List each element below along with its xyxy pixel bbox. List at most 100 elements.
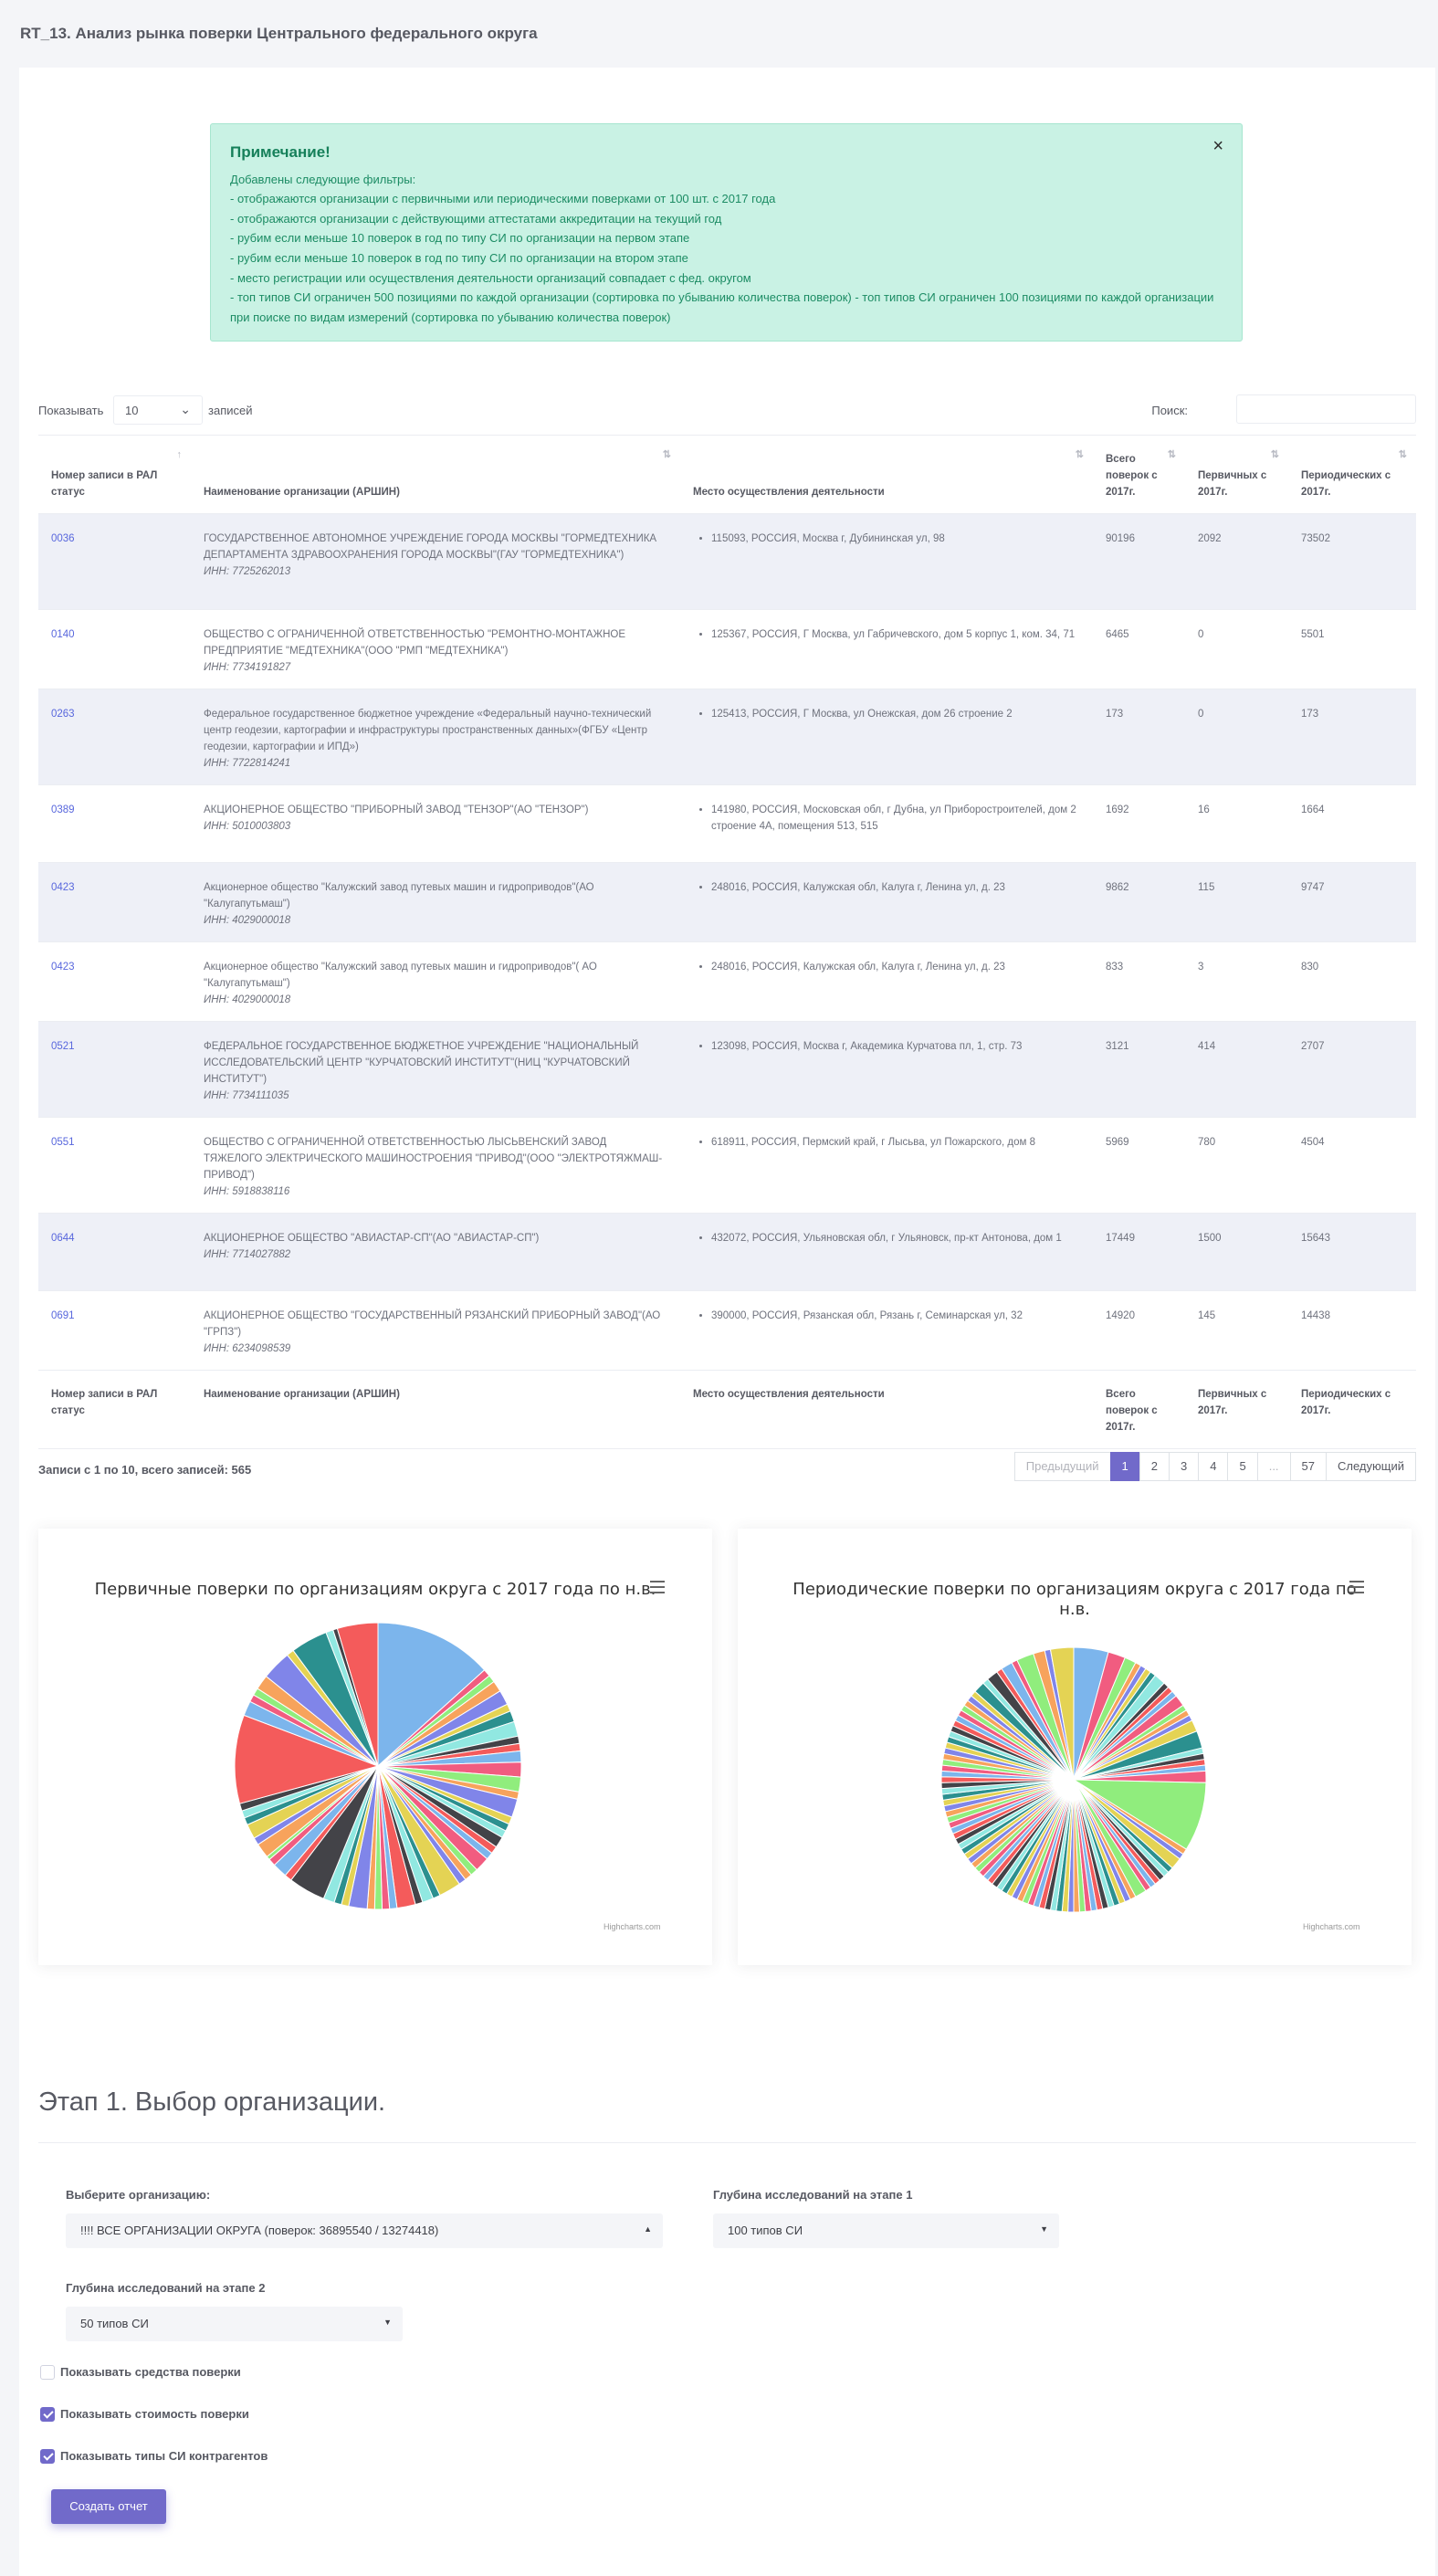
column-footer: Периодических с 2017г. [1288, 1370, 1416, 1449]
record-id-link[interactable]: 0551 [51, 1137, 75, 1148]
record-id-link[interactable]: 0036 [51, 533, 75, 544]
record-id-link[interactable]: 0691 [51, 1310, 75, 1321]
org-inn: ИНН: 7734111035 [204, 1090, 289, 1101]
chart-credits[interactable]: Highcharts.com [604, 1922, 661, 1931]
page-length-select[interactable]: 10 ⌄ [113, 395, 203, 425]
column-header[interactable]: Номер записи в РАЛ статус ↑ [38, 435, 191, 514]
checkbox-show-tools[interactable]: Показывать средства поверки [40, 2364, 241, 2381]
table-row: 0551 ОБЩЕСТВО С ОГРАНИЧЕННОЙ ОТВЕТСТВЕННО… [38, 1117, 1416, 1214]
column-header[interactable]: Место осуществления деятельности ⇅ [680, 435, 1093, 514]
periodic-cell: 9747 [1288, 862, 1416, 942]
place-item: 432072, РОССИЯ, Ульяновская обл, г Ульян… [711, 1230, 1080, 1246]
primary-cell: 0 [1185, 609, 1288, 689]
alert-line: - отображаются организации с действующим… [230, 211, 722, 226]
periodic-cell: 173 [1288, 689, 1416, 785]
depth2-select[interactable]: 50 типов СИ ▼ [66, 2307, 403, 2341]
record-id-link[interactable]: 0644 [51, 1233, 75, 1244]
organization-select[interactable]: !!!! ВСЕ ОРГАНИЗАЦИИ ОКРУГА (поверок: 36… [66, 2213, 663, 2248]
checkbox-show-contractor-types[interactable]: Показывать типы СИ контрагентов [40, 2448, 268, 2465]
place-cell: 125367, РОССИЯ, Г Москва, ул Габричевско… [680, 609, 1093, 689]
place-item: 115093, РОССИЯ, Москва г, Дубининская ул… [711, 531, 1080, 547]
sort-icon: ⇅ [1398, 449, 1407, 460]
place-item: 618911, РОССИЯ, Пермский край, г Лысьва,… [711, 1134, 1080, 1151]
org-name: ОБЩЕСТВО С ОГРАНИЧЕННОЙ ОТВЕТСТВЕННОСТЬЮ… [204, 629, 626, 657]
column-footer: Первичных с 2017г. [1185, 1370, 1288, 1449]
column-header[interactable]: Наименование организации (АРШИН) ⇅ [191, 435, 680, 514]
periodic-cell: 1664 [1288, 784, 1416, 863]
record-id-link[interactable]: 0140 [51, 629, 75, 640]
pie-svg [940, 1646, 1207, 1913]
table-row: 0036 ГОСУДАРСТВЕННОЕ АВТОНОМНОЕ УЧРЕЖДЕНИ… [38, 513, 1416, 610]
org-name-cell: АКЦИОНЕРНОЕ ОБЩЕСТВО "АВИАСТАР-СП"(АО "А… [191, 1213, 680, 1291]
pagination-page[interactable]: 2 [1139, 1452, 1170, 1481]
column-header[interactable]: Периодических с 2017г. ⇅ [1288, 435, 1416, 514]
chart-title: Периодические поверки по организациям ок… [792, 1580, 1357, 1619]
column-footer: Место осуществления деятельности [680, 1370, 1093, 1449]
pagination-next[interactable]: Следующий [1326, 1452, 1416, 1481]
table-info: Записи с 1 по 10, всего записей: 565 [38, 1463, 252, 1477]
org-name-cell: ОБЩЕСТВО С ОГРАНИЧЕННОЙ ОТВЕТСТВЕННОСТЬЮ… [191, 609, 680, 689]
sort-icon: ↑ [176, 449, 183, 460]
pagination-page[interactable]: 4 [1198, 1452, 1229, 1481]
record-id-cell: 0521 [38, 1021, 191, 1118]
checkbox-box[interactable] [40, 2364, 55, 2380]
menu-icon[interactable] [1349, 1581, 1364, 1593]
table-header-row: Номер записи в РАЛ статус ↑ Наименование … [38, 435, 1416, 514]
pie-slice[interactable] [336, 1622, 379, 1767]
checkbox-box[interactable] [40, 2406, 55, 2422]
pie-slice[interactable] [1049, 1646, 1075, 1781]
pie-slice[interactable] [377, 1622, 486, 1768]
total-cell: 3121 [1093, 1021, 1185, 1118]
note-alert: × Примечание! Добавлены следующие фильтр… [210, 123, 1243, 342]
org-name-cell: ГОСУДАРСТВЕННОЕ АВТОНОМНОЕ УЧРЕЖДЕНИЕ ГО… [191, 513, 680, 610]
pagination-page[interactable]: 5 [1227, 1452, 1258, 1481]
pagination-page[interactable]: 3 [1169, 1452, 1200, 1481]
place-item: 125413, РОССИЯ, Г Москва, ул Онежская, д… [711, 706, 1080, 722]
column-header[interactable]: Всего поверок с 2017г. ⇅ [1093, 435, 1185, 514]
alert-line: - отображаются организации с первичными … [230, 192, 776, 206]
record-id-link[interactable]: 0423 [51, 882, 75, 893]
pagination-page[interactable]: 1 [1109, 1452, 1140, 1481]
table-row: 0140 ОБЩЕСТВО С ОГРАНИЧЕННОЙ ОТВЕТСТВЕННО… [38, 609, 1416, 689]
column-footer: Всего поверок с 2017г. [1093, 1370, 1185, 1449]
place-cell: 390000, РОССИЯ, Рязанская обл, Рязань г,… [680, 1290, 1093, 1371]
organization-select-value: !!!! ВСЕ ОРГАНИЗАЦИИ ОКРУГА (поверок: 36… [80, 2224, 439, 2237]
record-id-link[interactable]: 0521 [51, 1041, 75, 1052]
record-id-link[interactable]: 0263 [51, 709, 75, 720]
table-footer: Записи с 1 по 10, всего записей: 565 Пре… [38, 1452, 1416, 1483]
primary-cell: 16 [1185, 784, 1288, 863]
place-cell: 123098, РОССИЯ, Москва г, Академика Курч… [680, 1021, 1093, 1118]
org-name: Федеральное государственное бюджетное уч… [204, 709, 652, 752]
table-row: 0389 АКЦИОНЕРНОЕ ОБЩЕСТВО "ПРИБОРНЫЙ ЗАВО… [38, 784, 1416, 863]
periodic-cell: 4504 [1288, 1117, 1416, 1214]
org-inn: ИНН: 7734191827 [204, 662, 291, 673]
org-inn: ИНН: 6234098539 [204, 1343, 291, 1354]
record-id-link[interactable]: 0389 [51, 804, 75, 815]
menu-icon[interactable] [650, 1581, 665, 1593]
place-item: 125367, РОССИЯ, Г Москва, ул Габричевско… [711, 626, 1080, 643]
periodic-cell: 830 [1288, 941, 1416, 1022]
org-name: ГОСУДАРСТВЕННОЕ АВТОНОМНОЕ УЧРЕЖДЕНИЕ ГО… [204, 533, 657, 561]
org-name: ФЕДЕРАЛЬНОЕ ГОСУДАРСТВЕННОЕ БЮДЖЕТНОЕ УЧ… [204, 1041, 639, 1085]
pie-slice[interactable] [234, 1714, 380, 1804]
checkbox-box[interactable] [40, 2448, 55, 2464]
total-cell: 173 [1093, 689, 1185, 785]
table-row: 0423 Акционерное общество "Калужский заво… [38, 941, 1416, 1022]
org-inn: ИНН: 4029000018 [204, 915, 291, 926]
pagination-previous[interactable]: Предыдущий [1013, 1452, 1111, 1481]
table-row: 0263 Федеральное государственное бюджетно… [38, 689, 1416, 785]
close-icon[interactable]: × [1212, 136, 1223, 156]
search-input[interactable] [1236, 394, 1416, 424]
create-report-button[interactable]: Создать отчет [51, 2489, 166, 2524]
org-name-cell: ОБЩЕСТВО С ОГРАНИЧЕННОЙ ОТВЕТСТВЕННОСТЬЮ… [191, 1117, 680, 1214]
place-cell: 115093, РОССИЯ, Москва г, Дубининская ул… [680, 513, 1093, 610]
depth1-select[interactable]: 100 типов СИ ▼ [713, 2213, 1059, 2248]
pagination-page[interactable]: 57 [1289, 1452, 1328, 1481]
checkbox-show-cost[interactable]: Показывать стоимость поверки [40, 2406, 249, 2423]
sort-icon: ⇅ [1167, 449, 1176, 460]
page-length-value: 10 [125, 404, 139, 417]
alert-line: Добавлены следующие фильтры: [230, 172, 416, 186]
column-header[interactable]: Первичных с 2017г. ⇅ [1185, 435, 1288, 514]
chart-credits[interactable]: Highcharts.com [1303, 1922, 1360, 1931]
record-id-link[interactable]: 0423 [51, 962, 75, 973]
